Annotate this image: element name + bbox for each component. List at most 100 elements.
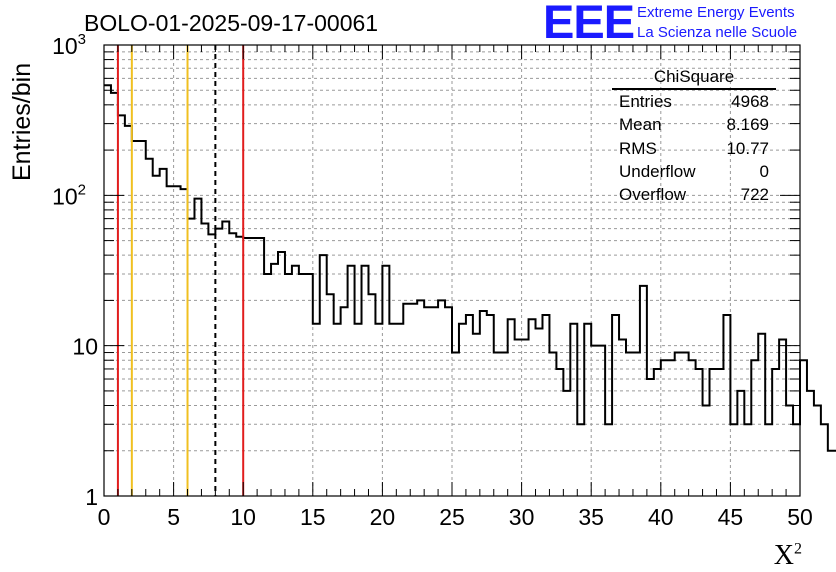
histogram-bin — [689, 360, 696, 496]
histogram-bin — [626, 353, 633, 496]
histogram-bin — [758, 334, 765, 496]
histogram-bin — [403, 304, 410, 496]
histogram-bin — [445, 307, 452, 496]
histogram-bin — [139, 141, 146, 496]
histogram-bin — [814, 405, 821, 496]
histogram-bin — [257, 238, 264, 496]
histogram-bin — [153, 176, 160, 496]
stats-label: Mean — [619, 115, 662, 135]
histogram-bin — [619, 339, 626, 496]
x-tick-label: 45 — [718, 504, 744, 530]
histogram-bin — [236, 237, 243, 496]
histogram-bin — [647, 379, 654, 496]
histogram-bin — [501, 353, 508, 496]
x-tick-label: 10 — [230, 504, 256, 530]
histogram-bin — [480, 311, 487, 496]
histogram-bin — [334, 324, 341, 496]
histogram-bin — [355, 324, 362, 496]
histogram-bin — [737, 391, 744, 496]
histogram-bin — [313, 324, 320, 496]
y-tick-label: 103 — [52, 31, 86, 59]
stats-value: 8.169 — [726, 115, 769, 135]
histogram-bin — [118, 115, 125, 496]
histogram-bin — [285, 274, 292, 496]
histogram-bin — [396, 324, 403, 496]
grid — [104, 45, 800, 496]
histogram-bin — [208, 234, 215, 496]
x-tick-label: 5 — [167, 504, 180, 530]
x-tick-label: 25 — [439, 504, 465, 530]
histogram-bin — [375, 324, 382, 496]
histogram-bin — [549, 353, 556, 496]
histogram-bin — [570, 324, 577, 496]
x-tick-label: 30 — [509, 504, 535, 530]
histogram-bin — [299, 274, 306, 496]
histogram-bin — [584, 324, 591, 496]
stats-title: ChiSquare — [612, 67, 776, 90]
histogram-bin — [368, 294, 375, 496]
logo-line-2: La Scienza nelle Scuole — [637, 24, 798, 41]
histogram-bin — [591, 346, 598, 496]
stats-label: Entries — [619, 92, 672, 111]
histogram-outline — [104, 84, 836, 452]
stats-row-overflow: Overflow 722 — [612, 185, 776, 208]
x-tick-label: 20 — [370, 504, 396, 530]
histogram-bin — [779, 339, 786, 496]
y-tick-label: 10 — [72, 334, 98, 360]
histogram-bin — [730, 424, 737, 496]
stats-label: Overflow — [619, 185, 687, 205]
histogram-bin — [765, 424, 772, 496]
threshold-lines — [116, 45, 245, 496]
histogram-bin — [264, 274, 271, 496]
x-tick-label: 15 — [300, 504, 326, 530]
histogram-bin — [160, 169, 167, 496]
histogram-bin — [508, 319, 515, 496]
stats-label: RMS — [619, 138, 657, 158]
x-tick-label: 0 — [98, 504, 111, 530]
histogram-bin — [362, 266, 369, 496]
histogram-bin — [542, 315, 549, 496]
y-tick-label: 1 — [85, 484, 98, 510]
histogram-bin — [598, 346, 605, 496]
logo-line-1: Extreme Energy Events — [637, 4, 795, 21]
histogram-bin — [222, 221, 229, 496]
histogram-bin — [327, 294, 334, 496]
histogram-bin — [278, 252, 285, 496]
histogram-bin — [536, 329, 543, 496]
y-tick-exponent: 2 — [78, 181, 86, 198]
histogram-bin — [821, 424, 828, 496]
histogram-bin — [431, 307, 438, 496]
histogram-bin — [640, 286, 647, 496]
histogram-bin — [320, 255, 327, 496]
x-tick-label: 35 — [578, 504, 604, 530]
histogram-bin — [807, 391, 814, 496]
histogram-bin — [772, 369, 779, 496]
histogram-bin — [389, 324, 396, 496]
y-tick-exponent: 3 — [78, 31, 86, 48]
histogram-bin — [341, 307, 348, 496]
histogram-bin — [125, 126, 132, 496]
histogram-bin — [668, 360, 675, 496]
histogram-bin — [382, 266, 389, 496]
logo-mark: EEE — [543, 0, 635, 48]
stats-value: 722 — [740, 185, 769, 205]
histogram-bin — [111, 93, 118, 496]
histogram-bin — [522, 339, 529, 496]
stats-value: 0 — [759, 161, 769, 181]
histogram-bin — [146, 159, 153, 496]
histogram-bin — [201, 223, 208, 496]
histogram-bin — [132, 141, 139, 496]
stats-value: 4968 — [731, 92, 769, 111]
y-tick-base: 1 — [85, 484, 98, 510]
histogram-bin — [633, 353, 640, 496]
chart-title: BOLO-01-2025-09-17-00061 — [84, 10, 379, 36]
histogram-bin — [452, 353, 459, 496]
histogram-bin — [710, 369, 717, 496]
x-axis: 0 5 10 15 20 25 30 35 40 45 50 — [98, 45, 813, 530]
histogram-bin — [250, 238, 257, 496]
x-axis-label-base: X — [773, 540, 794, 571]
histogram-bin — [194, 199, 201, 496]
stats-box: ChiSquare Entries 4968 Mean 8.169 RMS 10.77 Un… — [612, 67, 776, 208]
histogram-bin — [703, 405, 710, 496]
